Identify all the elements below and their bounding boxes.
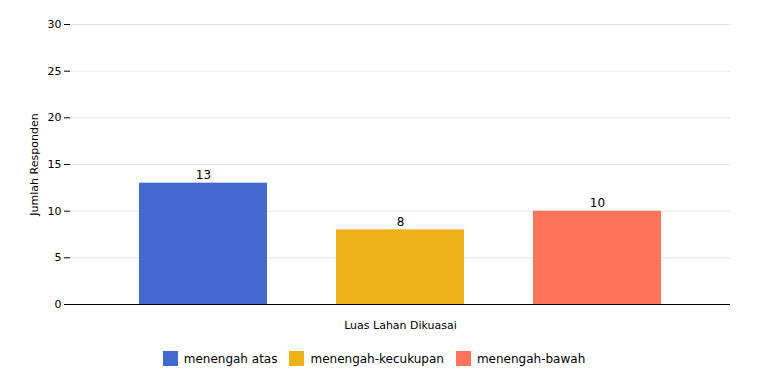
svg-text:0: 0 bbox=[55, 298, 62, 311]
svg-text:13: 13 bbox=[196, 168, 211, 182]
svg-text:8: 8 bbox=[397, 215, 405, 229]
html-text:menengah atas: menengah atas bbox=[183, 351, 278, 366]
svg-text:10: 10 bbox=[590, 196, 605, 210]
svg-text:10: 10 bbox=[48, 205, 62, 218]
svg-text:Jumlah Responden: Jumlah Responden bbox=[28, 113, 41, 216]
svg-text:20: 20 bbox=[48, 111, 62, 124]
html-text:menengah-bawah: menengah-bawah bbox=[476, 351, 586, 366]
svg-text:15: 15 bbox=[48, 158, 62, 171]
svg-text:Luas Lahan Dikuasai: Luas Lahan Dikuasai bbox=[344, 319, 457, 332]
svg-text:30: 30 bbox=[48, 18, 62, 31]
svg-text:5: 5 bbox=[55, 251, 62, 264]
svg-text:25: 25 bbox=[48, 65, 62, 78]
html-text:menengah-kecukupan: menengah-kecukupan bbox=[310, 351, 444, 366]
